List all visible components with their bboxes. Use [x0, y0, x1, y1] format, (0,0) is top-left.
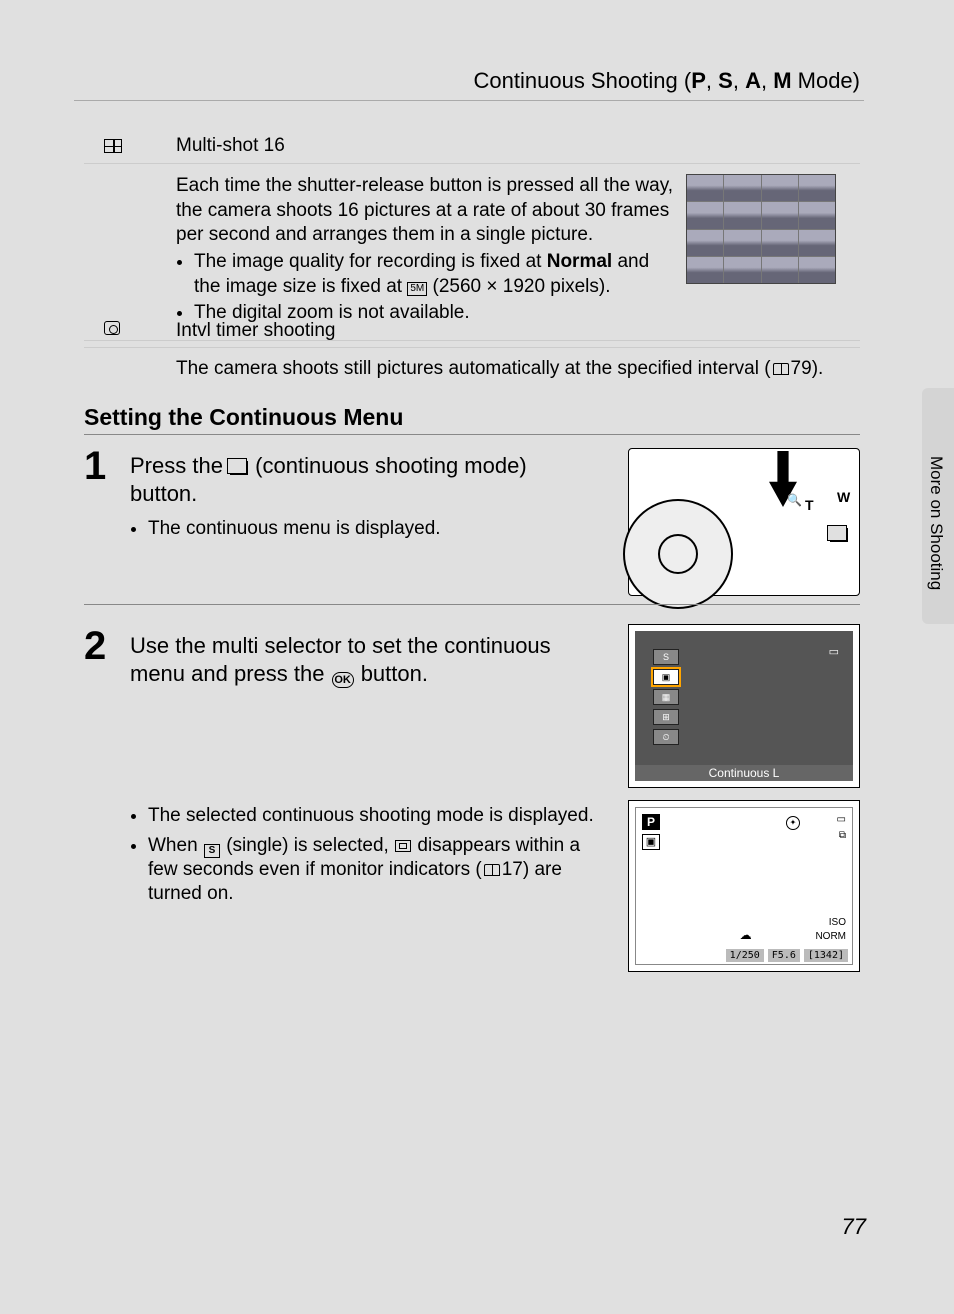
multishot-thumbnail-grid: [686, 174, 836, 284]
iso-indicator: ISO: [829, 917, 846, 928]
shooting-mode-indicator: P: [642, 814, 660, 830]
image-size-icon: 5M: [407, 282, 427, 296]
mode-option: ⏲: [653, 729, 679, 745]
step-2-bullet-2: When S (single) is selected, disappears …: [148, 834, 598, 906]
multishot-16-icon: [104, 139, 122, 153]
multishot-label: Multi-shot 16: [176, 135, 285, 157]
shutter-value: 1/250: [726, 949, 764, 962]
page-header: Continuous Shooting (P, S, A, M Mode): [0, 68, 860, 94]
aperture-value: F5.6: [768, 949, 800, 962]
lcd-selected-label: Continuous L: [635, 765, 853, 781]
chapter-tab-label: More on Shooting: [926, 456, 946, 590]
section-divider: [84, 434, 860, 435]
multishot-icon-cell: [84, 139, 176, 153]
exposure-bar: 1/250 F5.6 [1342]: [636, 946, 852, 964]
header-prefix: Continuous Shooting (: [474, 68, 692, 93]
section-heading: Setting the Continuous Menu: [84, 404, 403, 431]
lcd-menu-screen: ▭ S ▣ ▦ ⊞ ⏲ Continuous L: [628, 624, 860, 788]
step-1-bullets: The continuous menu is displayed.: [148, 518, 588, 546]
zoom-w-label: W: [837, 489, 850, 505]
header-divider: [74, 100, 864, 101]
step-2-title: Use the multi selector to set the contin…: [130, 632, 590, 688]
header-suffix: Mode): [792, 68, 860, 93]
wb-icon: ☁: [740, 928, 752, 942]
intvl-label: Intvl timer shooting: [176, 320, 335, 342]
page-number: 77: [842, 1214, 866, 1240]
ok-button-icon: OK: [332, 672, 354, 688]
table-row-intvl-head: Intvl timer shooting: [84, 314, 860, 348]
step-1-number: 1: [84, 444, 106, 489]
magnify-icon: 🔍: [787, 493, 802, 507]
mode-s: S: [718, 68, 733, 93]
continuous-button-icon: [829, 527, 849, 543]
mode-option: S: [653, 649, 679, 665]
mode-dial: [623, 499, 733, 609]
selected-mode-icon: [395, 840, 411, 852]
page-ref-icon: [484, 864, 500, 876]
zoom-t-label: T: [805, 497, 814, 513]
interval-timer-icon: [104, 321, 120, 335]
battery-icon: ▭: [837, 814, 846, 825]
lcd-shooting-screen: P ▣ ✦ ▭ ⧉ ISO NORM ☁ 1/250 F5.6 [1342]: [628, 800, 860, 972]
mode-option: ⊞: [653, 709, 679, 725]
manual-page: Continuous Shooting (P, S, A, M Mode) Mu…: [0, 0, 954, 1314]
step-2-bullet-1: The selected continuous shooting mode is…: [148, 804, 598, 828]
step-1-title: Press the (continuous shooting mode) but…: [130, 452, 590, 507]
continuous-indicator: ▣: [642, 834, 660, 850]
camera-top-diagram: 🔍 T W: [628, 448, 860, 596]
mode-option: ▦: [653, 689, 679, 705]
continuous-mode-list: S ▣ ▦ ⊞ ⏲: [653, 649, 679, 745]
multishot-description: Each time the shutter-release button is …: [176, 174, 676, 328]
step-2-bullets: The selected continuous shooting mode is…: [148, 804, 598, 911]
intvl-icon-cell: [84, 321, 176, 340]
table-row-intvl-body: The camera shoots still pictures automat…: [84, 350, 860, 390]
mode-m: M: [773, 68, 791, 93]
continuous-mode-icon: [230, 461, 248, 475]
mode-option-selected: ▣: [653, 669, 679, 685]
step-divider: [84, 604, 860, 605]
step-2-number: 2: [84, 624, 106, 669]
intvl-description: The camera shoots still pictures automat…: [176, 358, 823, 380]
af-indicator-icon: ✦: [786, 816, 800, 830]
single-mode-icon: S: [204, 844, 220, 858]
mode-p: P: [691, 68, 706, 93]
remaining-value: [1342]: [804, 949, 848, 962]
quality-indicator: NORM: [815, 931, 846, 942]
mode-a: A: [745, 68, 761, 93]
image-size-indicator: ⧉: [839, 830, 846, 841]
multishot-bullet-1: The image quality for recording is fixed…: [194, 250, 676, 299]
table-row-multishot-head: Multi-shot 16: [84, 128, 860, 164]
page-ref-icon: [773, 363, 789, 375]
battery-icon: ▭: [829, 645, 839, 658]
step-1-bullet: The continuous menu is displayed.: [148, 518, 588, 540]
